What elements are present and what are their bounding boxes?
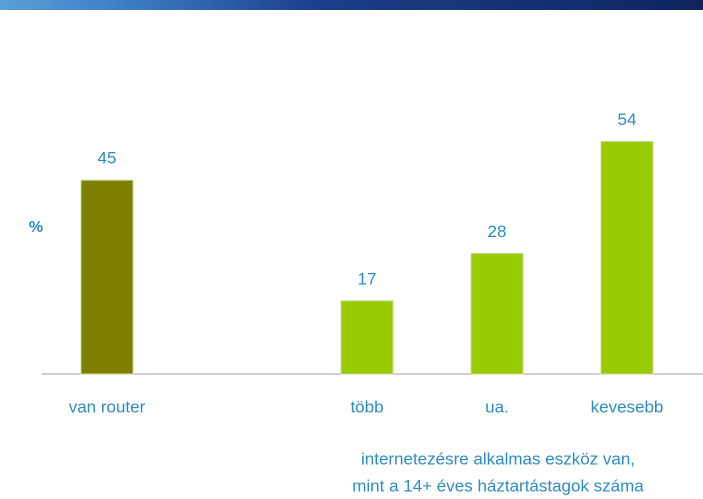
x-tick-label: ua.	[485, 397, 509, 416]
bar	[340, 300, 394, 375]
value-label: 45	[98, 149, 117, 168]
annotation: mint a 14+ éves háztartástagok száma	[352, 476, 644, 495]
x-tick-label: több	[350, 397, 383, 416]
bar	[470, 252, 524, 375]
header-band	[0, 0, 703, 10]
x-tick-label: kevesebb	[591, 397, 664, 416]
y-axis-label: %	[29, 219, 43, 236]
bar	[80, 179, 134, 375]
value-label: 17	[358, 269, 377, 288]
bar	[600, 140, 654, 375]
x-tick-label: van router	[69, 397, 146, 416]
value-label: 54	[618, 110, 637, 129]
value-label: 28	[488, 222, 507, 241]
annotation: internetezésre alkalmas eszköz van,	[361, 449, 635, 468]
